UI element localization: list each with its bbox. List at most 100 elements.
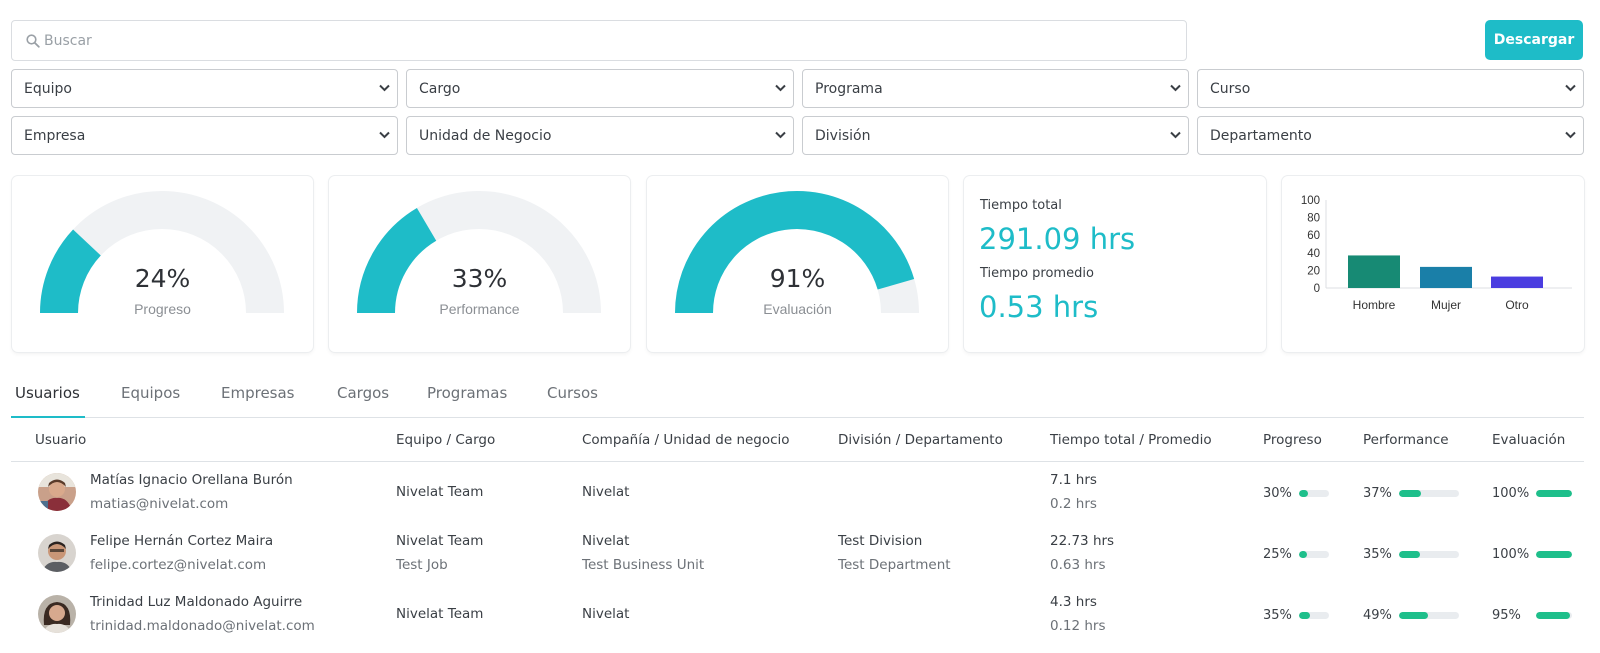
bar-hombre [1348,255,1400,288]
user-name: Matías Ignacio Orellana Burón [90,472,293,488]
y-tick-label: 100 [1301,195,1320,207]
performance-value: 35% [1363,547,1392,562]
y-tick-label: 0 [1314,283,1320,295]
chevron-down-icon [1565,131,1576,139]
filter-division[interactable]: División [802,116,1189,155]
gauge-fill [40,229,102,314]
gauge-value: 33% [451,264,508,293]
performance-bar [1399,490,1459,497]
gauge-card-performance: 33% Performance [329,176,630,352]
tab-usuarios[interactable]: Usuarios [15,384,80,402]
evaluation-fill [1536,612,1571,619]
gauge-card-evaluacion: 91% Evaluación [647,176,948,352]
evaluation-bar [1536,490,1572,497]
evaluation-value: 100% [1492,547,1530,562]
gender-chart-card: 0 20 40 60 80 100 Hombre Mujer Otro [1282,176,1584,352]
user-division: Test Division [838,533,923,549]
time-average: 0.12 hrs [1050,618,1106,634]
search-input[interactable] [44,21,1164,60]
download-button[interactable]: Descargar [1485,20,1583,60]
gauge-value: 91% [769,264,826,293]
time-total: 7.1 hrs [1050,472,1097,488]
performance-fill [1399,490,1422,497]
x-tick-label: Otro [1505,298,1529,312]
time-card: Tiempo total 291.09 hrs Tiempo promedio … [964,176,1266,352]
gauge-evaluacion [675,191,919,314]
filter-unidad-negocio[interactable]: Unidad de Negocio [406,116,794,155]
table-row[interactable]: Felipe Hernán Cortez Maira felipe.cortez… [11,523,1584,585]
avatar [38,473,76,511]
filter-empresa[interactable]: Empresa [11,116,398,155]
progress-bar [1299,490,1329,497]
filter-label: Programa [815,81,883,97]
filter-label: Cargo [419,81,461,97]
column-header: Compañía / Unidad de negocio [582,432,790,448]
evaluation-fill [1536,490,1572,497]
tab-cursos[interactable]: Cursos [547,384,598,402]
progress-value: 25% [1263,547,1292,562]
filter-label: Equipo [24,81,72,97]
performance-fill [1399,551,1420,558]
search-box[interactable] [11,20,1187,61]
gauge-label: Performance [439,301,520,317]
evaluation-bar [1536,551,1572,558]
tab-cargos[interactable]: Cargos [337,384,390,402]
progress-bar [1299,551,1329,558]
performance-value: 49% [1363,608,1392,623]
evaluation-value: 95% [1492,608,1521,623]
filter-cargo[interactable]: Cargo [406,69,794,108]
evaluation-value: 100% [1492,486,1530,501]
avatar [38,595,76,633]
table-row[interactable]: Matías Ignacio Orellana Burón matias@niv… [11,462,1584,524]
avatar [38,534,76,572]
y-tick-label: 60 [1307,230,1320,242]
evaluation-fill [1536,551,1572,558]
column-header: Evaluación [1492,432,1566,448]
chevron-down-icon [1170,131,1181,139]
gauge-performance [357,191,601,314]
gender-bar-chart: 0 20 40 60 80 100 Hombre Mujer Otro [1301,195,1572,312]
user-email: felipe.cortez@nivelat.com [90,557,267,573]
active-tab-indicator [11,416,85,418]
y-tick-label: 80 [1307,213,1320,225]
user-email: matias@nivelat.com [90,496,229,512]
time-total-value: 291.09 hrs [979,222,1136,256]
progress-value: 35% [1263,608,1292,623]
time-total: 4.3 hrs [1050,594,1097,610]
x-tick-label: Hombre [1353,298,1396,312]
user-company: Nivelat [582,484,630,500]
column-header: Progreso [1263,432,1322,448]
bar-otro [1491,276,1543,288]
user-name: Trinidad Luz Maldonado Aguirre [90,594,303,610]
tab-programas[interactable]: Programas [427,384,508,402]
user-team: Nivelat Team [396,606,484,622]
gauge-fill [675,191,915,314]
performance-value: 37% [1363,486,1392,501]
column-header: Usuario [35,432,87,448]
progress-bar [1299,612,1329,619]
tab-empresas[interactable]: Empresas [221,384,295,402]
search-icon [26,34,40,48]
user-department: Test Department [838,557,951,573]
filter-label: Unidad de Negocio [419,128,552,144]
user-email: trinidad.maldonado@nivelat.com [90,618,315,634]
user-business-unit: Test Business Unit [582,557,705,573]
time-avg-value: 0.53 hrs [979,290,1099,324]
filter-programa[interactable]: Programa [802,69,1189,108]
time-total: 22.73 hrs [1050,533,1115,549]
gauge-value: 24% [134,264,191,293]
filter-curso[interactable]: Curso [1197,69,1584,108]
column-header: Equipo / Cargo [396,432,496,448]
column-header: Performance [1363,432,1449,448]
table-row[interactable]: Trinidad Luz Maldonado Aguirre trinidad.… [11,584,1584,646]
filter-departamento[interactable]: Departamento [1197,116,1584,155]
time-total-label: Tiempo total [980,198,1062,213]
filter-equipo[interactable]: Equipo [11,69,398,108]
chevron-down-icon [379,131,390,139]
progress-value: 30% [1263,486,1292,501]
tab-equipos[interactable]: Equipos [121,384,181,402]
x-tick-label: Mujer [1431,298,1461,312]
column-header: Tiempo total / Promedio [1050,432,1212,448]
user-company: Nivelat [582,533,630,549]
filter-label: Departamento [1210,128,1312,144]
